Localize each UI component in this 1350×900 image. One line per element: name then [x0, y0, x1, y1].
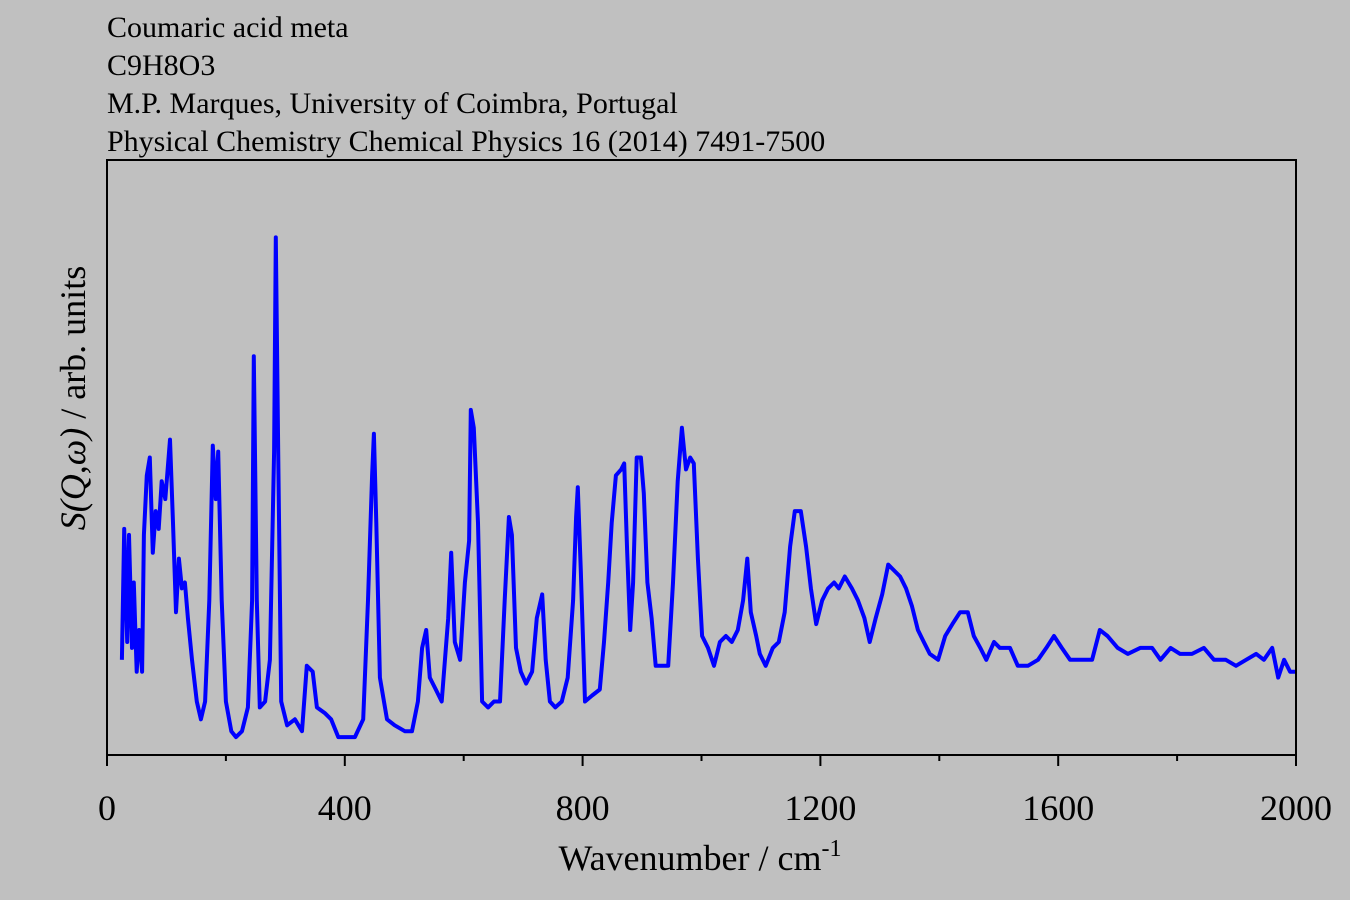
x-axis-label: Wavenumber / cm-1 — [558, 836, 841, 878]
x-tick-label: 400 — [318, 788, 372, 828]
title-line: Coumaric acid meta — [107, 11, 349, 44]
spectrum-line — [119, 235, 1296, 740]
title-line: Physical Chemistry Chemical Physics 16 (… — [107, 125, 825, 158]
x-tick-label: 0 — [98, 788, 116, 828]
x-axis-label-text: Wavenumber / cm — [558, 838, 821, 878]
title-line: M.P. Marques, University of Coimbra, Por… — [107, 87, 678, 120]
y-axis-label-part: / arb. units — [53, 266, 93, 428]
y-axis-label: S(Q,ω) / arb. units — [53, 266, 93, 530]
x-tick-label: 800 — [556, 788, 610, 828]
x-tick-label: 1600 — [1022, 788, 1094, 828]
x-axis-label-sup: -1 — [822, 836, 842, 862]
x-tick-label: 2000 — [1260, 788, 1332, 828]
y-axis-label-part: S(Q,ω) — [53, 428, 93, 530]
title-line: C9H8O3 — [107, 49, 215, 82]
x-tick-label: 1200 — [784, 788, 856, 828]
